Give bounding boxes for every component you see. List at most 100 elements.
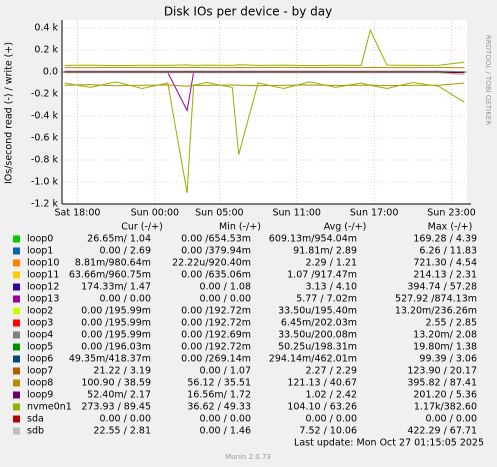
x-tick-label: Sun 05:00: [195, 208, 243, 219]
legend-min: 0.00 /269.14m: [181, 354, 251, 365]
y-tick-label: -0.6 k: [31, 133, 59, 144]
legend-avg: 33.50u/200.08m: [278, 330, 357, 341]
legend-min: 36.62 / 49.33: [187, 402, 251, 413]
legend-avg: 6.45m/202.03m: [281, 318, 357, 329]
legend-avg: 2.29 / 1.21: [305, 258, 357, 269]
legend-name: loop10: [27, 258, 59, 269]
legend-max: 0.00 / 0.00: [425, 414, 477, 425]
legend-max: 13.20m/236.26m: [395, 306, 477, 317]
legend-avg: 294.14m/462.01m: [269, 354, 357, 365]
column-header: Min (-/+): [219, 222, 261, 233]
legend-swatch: [13, 319, 20, 327]
legend-swatch: [13, 391, 20, 399]
legend-swatch: [13, 247, 20, 255]
legend-cur: 63.66m/960.75m: [69, 270, 151, 281]
y-tick-label: -1.2 k: [31, 199, 59, 210]
series-line: [64, 72, 465, 76]
legend-avg: 121.13 / 40.67: [287, 378, 357, 389]
column-header: Avg (-/+): [324, 222, 367, 233]
x-tick-label: Sun 17:00: [350, 208, 398, 219]
legend-cur: 0.00 / 0.00: [99, 294, 151, 305]
legend-max: 395.82 / 87.41: [407, 378, 477, 389]
legend-name: loop8: [27, 378, 53, 389]
legend-min: 0.00 / 1.07: [199, 366, 251, 377]
legend-avg: 1.07 /917.47m: [287, 270, 357, 281]
legend-avg: 609.13m/954.04m: [269, 234, 357, 245]
plot-area: [62, 20, 467, 204]
legend-swatch: [13, 259, 20, 267]
legend-swatch: [13, 415, 20, 423]
legend-swatch: [13, 403, 20, 411]
y-tick-label: 0.0: [43, 67, 58, 78]
legend-avg: 91.81m/ 2.89: [293, 246, 357, 257]
last-update: Last update: Mon Oct 27 01:15:05 2025: [294, 438, 484, 449]
legend-name: nvme0n1: [27, 402, 72, 413]
legend-swatch: [13, 367, 20, 375]
legend-name: loop13: [27, 294, 59, 305]
legend-min: 0.00 /635.06m: [181, 270, 251, 281]
legend-swatch: [13, 295, 20, 303]
column-header: Max (-/+): [428, 222, 473, 233]
legend-avg: 50.25u/198.31m: [278, 342, 357, 353]
legend-name: loop11: [27, 270, 59, 281]
legend-name: loop12: [27, 282, 59, 293]
legend-name: loop6: [27, 354, 53, 365]
legend-name: loop9: [27, 390, 53, 401]
legend-min: 0.00 / 1.08: [199, 282, 251, 293]
legend-swatch: [13, 427, 20, 435]
legend-max: 99.39 / 3.06: [419, 354, 477, 365]
legend-cur: 0.00 /195.99m: [81, 306, 151, 317]
legend-min: 0.00 /654.53m: [181, 234, 251, 245]
legend-max: 13.20m/ 2.08: [413, 330, 477, 341]
legend-max: 527.92 /874.13m: [395, 294, 477, 305]
legend-min: 0.00 /192.72m: [181, 318, 251, 329]
legend-max: 2.55 / 2.85: [425, 318, 477, 329]
legend-min: 0.00 / 0.00: [199, 294, 251, 305]
legend-min: 56.12 / 35.51: [187, 378, 251, 389]
legend-avg: 1.02 / 2.42: [305, 390, 357, 401]
x-tick-label: Sat 18:00: [54, 208, 100, 219]
chart-title: Disk IOs per device - by day: [164, 5, 332, 19]
legend-min: 16.56m/ 1.72: [187, 390, 251, 401]
legend-avg: 3.13 / 4.10: [305, 282, 357, 293]
x-tick-label: Sun 00:00: [131, 208, 179, 219]
legend-cur: 0.00 /195.99m: [81, 330, 151, 341]
series-line: [64, 82, 465, 87]
legend-name: loop3: [27, 318, 53, 329]
legend-avg: 5.77 / 7.02m: [296, 294, 357, 305]
legend-avg: 7.52 / 10.06: [299, 426, 357, 437]
footer: Munin 2.0.73: [225, 453, 271, 461]
legend-name: loop2: [27, 306, 53, 317]
legend-max: 721.30 / 4.54: [413, 258, 477, 269]
legend-cur: 22.55 / 2.81: [93, 426, 151, 437]
legend-min: 0.00 /192.69m: [181, 330, 251, 341]
legend-cur: 273.93 / 89.45: [81, 402, 151, 413]
legend-name: loop7: [27, 366, 53, 377]
legend-cur: 52.40m/ 2.17: [87, 390, 151, 401]
legend-max: 214.13 / 2.31: [413, 270, 477, 281]
legend-name: loop4: [27, 330, 53, 341]
legend-avg: 104.10 / 63.26: [287, 402, 357, 413]
legend-max: 123.90 / 20.17: [407, 366, 477, 377]
y-tick-label: -1.0 k: [31, 177, 59, 188]
x-tick-label: Sun 23:00: [427, 208, 475, 219]
legend-max: 422.29 / 67.71: [407, 426, 477, 437]
legend-swatch: [13, 283, 20, 291]
legend-min: 0.00 / 1.46: [199, 426, 251, 437]
legend-name: loop0: [27, 234, 53, 245]
y-tick-label: 0.2 k: [34, 45, 58, 56]
legend-name: loop1: [27, 246, 53, 257]
legend-cur: 8.81m/980.64m: [75, 258, 151, 269]
legend-cur: 100.90 / 38.59: [81, 378, 151, 389]
legend-cur: 0.00 / 2.69: [99, 246, 151, 257]
series-line: [64, 70, 465, 73]
legend-name: loop5: [27, 342, 53, 353]
legend-cur: 0.00 /196.03m: [81, 342, 151, 353]
legend-max: 201.20 / 5.36: [413, 390, 477, 401]
legend-cur: 174.33m/ 1.47: [81, 282, 151, 293]
legend-min: 0.00 /192.72m: [181, 306, 251, 317]
legend-max: 19.80m/ 1.38: [413, 342, 477, 353]
side-label: RRDTOOL / TOBI OETIKER: [484, 35, 492, 125]
legend-swatch: [13, 271, 20, 279]
